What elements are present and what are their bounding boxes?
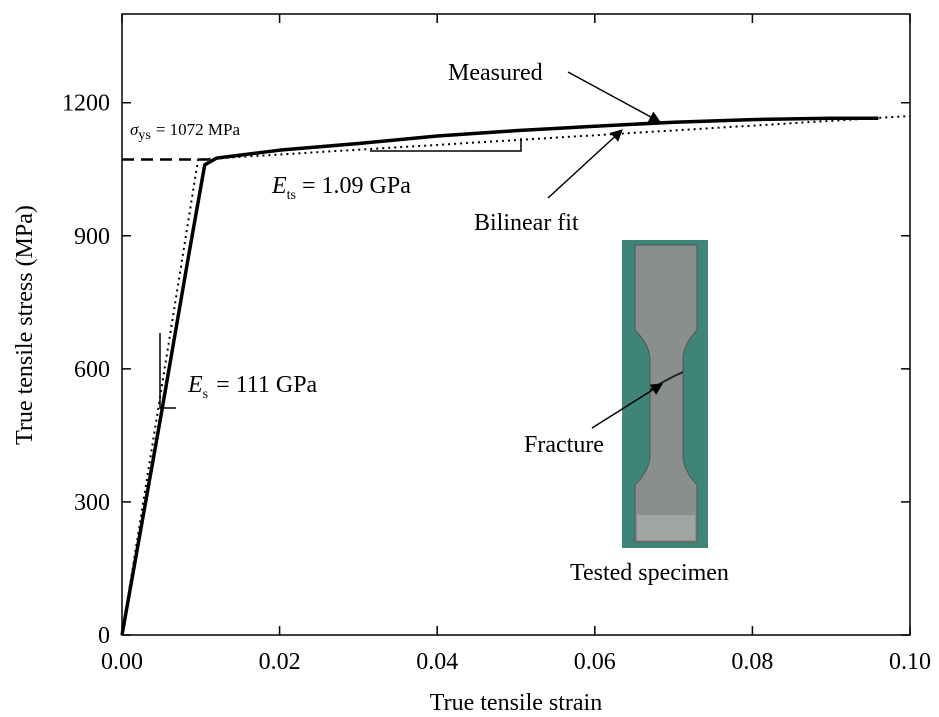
plot-frame — [121, 13, 911, 636]
annotation: Ets = 1.09 GPa — [271, 173, 411, 203]
y-tick-label: 600 — [74, 357, 110, 383]
annotation-text: = 1.09 GPa — [302, 173, 411, 199]
x-tick-label: 0.04 — [416, 649, 458, 675]
arrow — [567, 71, 662, 123]
specimen-photo — [622, 240, 708, 548]
annotation: σys = 1072 MPa — [130, 120, 241, 143]
series-label: Measured — [448, 60, 543, 86]
series-line — [121, 115, 911, 636]
y-tick-label: 900 — [74, 224, 110, 250]
arrow — [547, 129, 623, 199]
x-tick-label: 0.10 — [889, 649, 931, 675]
slope-triangle — [370, 138, 522, 152]
subscript: ys — [138, 128, 150, 143]
x-tick-label: 0.08 — [731, 649, 773, 675]
annotation-text: = 111 GPa — [216, 372, 317, 398]
arrow — [591, 383, 664, 429]
annotation: Fracture — [524, 432, 604, 458]
x-tick-label: 0.00 — [101, 649, 143, 675]
annotation: Tested specimen — [570, 560, 729, 586]
x-axis-label: True tensile strain — [430, 690, 602, 716]
y-tick-label: 0 — [98, 623, 110, 649]
annotation: Es = 111 GPa — [187, 372, 318, 402]
series-line — [120, 116, 879, 636]
y-tick-label: 1200 — [62, 91, 110, 117]
subscript: ts — [287, 188, 296, 203]
x-tick-label: 0.02 — [259, 649, 301, 675]
series-label: Bilinear fit — [474, 210, 579, 236]
annotation-text: = 1072 MPa — [156, 120, 241, 139]
subscript: s — [203, 387, 208, 402]
symbol: σ — [130, 120, 139, 139]
symbol: E — [187, 372, 203, 398]
x-tick-label: 0.06 — [574, 649, 616, 675]
y-axis-label: True tensile stress (MPa) — [12, 205, 38, 445]
slope-triangle — [159, 333, 176, 409]
symbol: E — [271, 173, 287, 199]
y-tick-label: 300 — [74, 490, 110, 516]
